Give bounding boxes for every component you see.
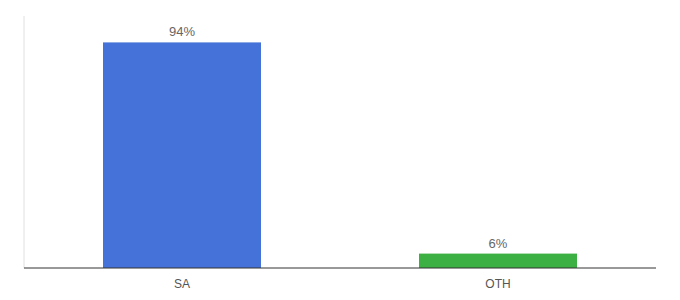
bar [419, 254, 577, 268]
x-tick-label: SA [174, 277, 190, 291]
bars [103, 42, 577, 268]
chart-container: 94% 6% SA OTH [0, 0, 680, 300]
x-axis-line [24, 268, 656, 269]
y-axis-line [24, 16, 25, 268]
x-tick-label: OTH [485, 277, 510, 291]
data-label: 6% [489, 236, 508, 251]
data-label: 94% [169, 24, 195, 39]
chart-svg: 94% 6% SA OTH [0, 0, 680, 300]
plot-area: 94% 6% SA OTH [24, 16, 656, 291]
bar [103, 42, 261, 268]
